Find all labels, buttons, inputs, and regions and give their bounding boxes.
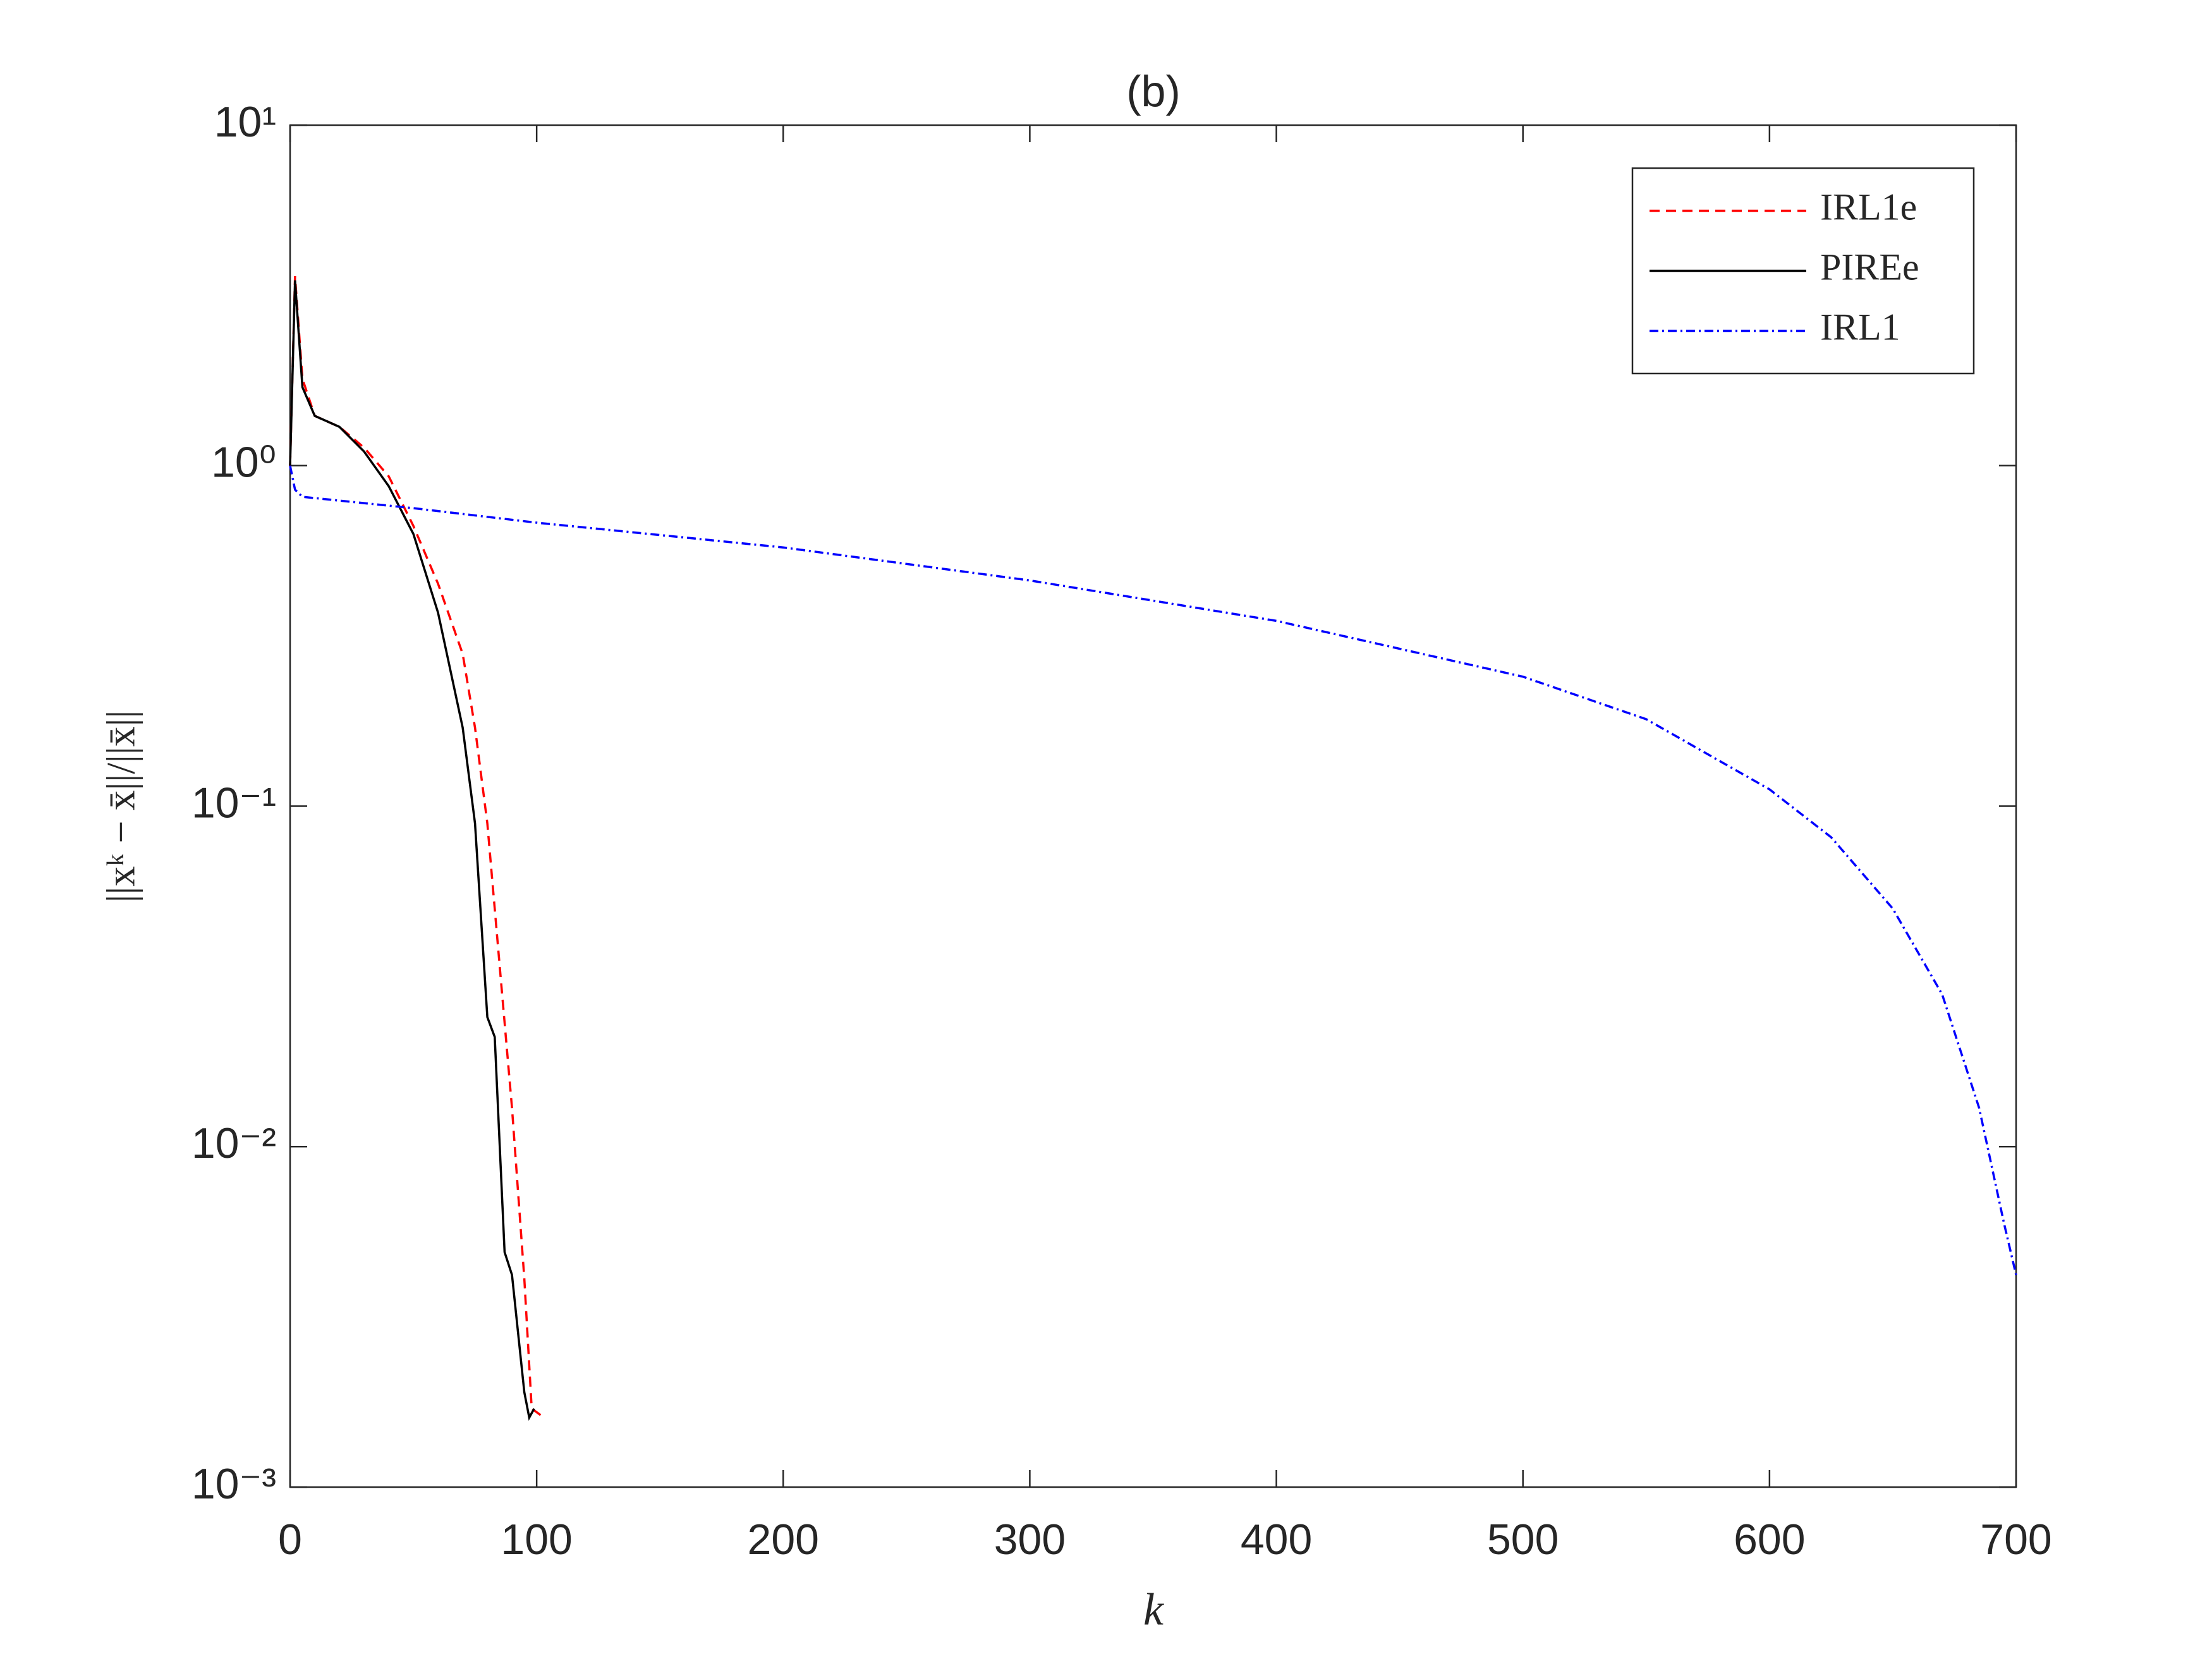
x-tick-label: 600 [1734, 1516, 1805, 1564]
y-tick-label: 10⁰ [211, 439, 276, 487]
series-line [289, 280, 535, 1421]
x-tick-label: 0 [278, 1516, 302, 1564]
series-line [289, 465, 2017, 1275]
y-tick-label: 10⁻³ [191, 1460, 276, 1508]
legend-label: IRL1 [1820, 306, 1900, 348]
x-tick-label: 300 [994, 1516, 1066, 1564]
chart-title: (b) [1126, 66, 1181, 116]
x-tick-label: 100 [501, 1516, 572, 1564]
x-axis-label: k [1143, 1584, 1165, 1635]
legend-label: PIREe [1820, 246, 1919, 288]
x-tick-label: 500 [1487, 1516, 1559, 1564]
y-tick-label: 10⁻¹ [191, 779, 276, 827]
x-tick-label: 700 [1980, 1516, 2051, 1564]
y-tick-label: 10¹ [214, 98, 276, 146]
y-tick-label: 10⁻² [191, 1119, 276, 1167]
x-tick-label: 400 [1241, 1516, 1312, 1564]
series-line [289, 276, 545, 1419]
legend-label: IRL1e [1820, 186, 1917, 228]
x-tick-label: 200 [748, 1516, 819, 1564]
y-axis-label: ||xᵏ − x̄||/||x̄|| [99, 710, 143, 903]
